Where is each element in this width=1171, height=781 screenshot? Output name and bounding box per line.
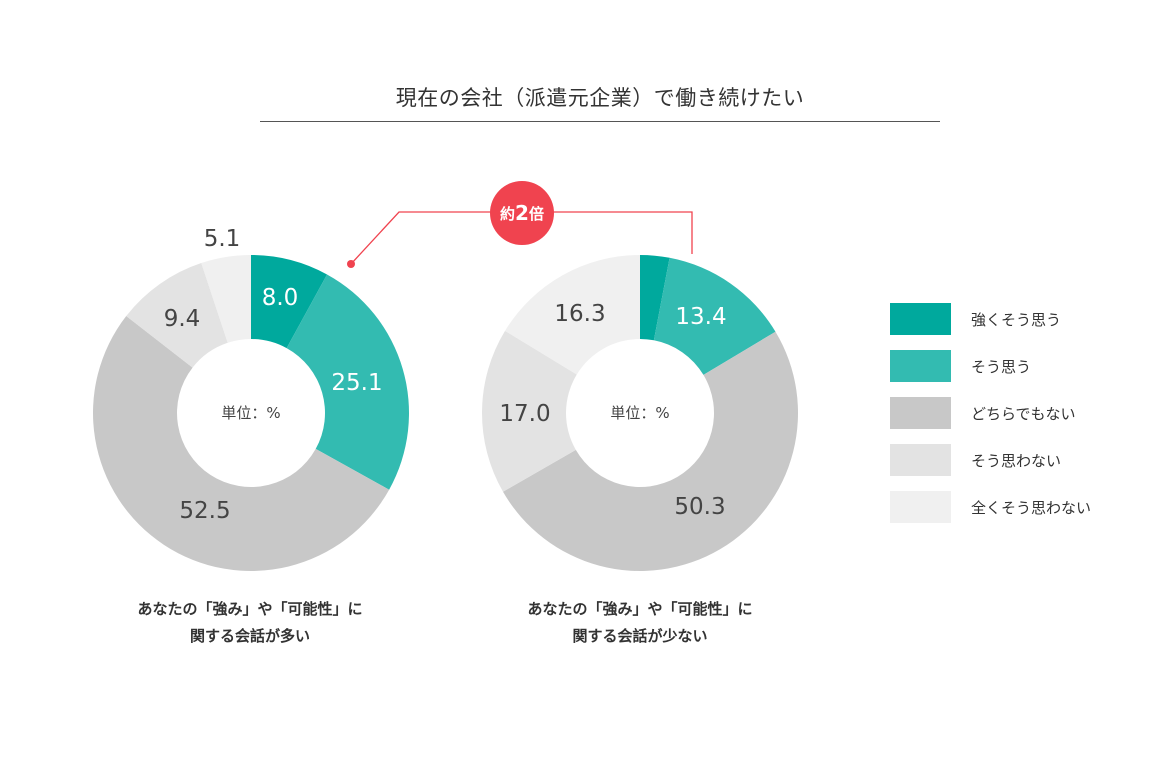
- donut-left-slice-disagree: [126, 263, 228, 368]
- donut-left-slice-agree: [286, 274, 409, 490]
- donut-right-slice-strong-disagree: [505, 255, 640, 375]
- caption-right-line1: あなたの「強み」や「可能性」に: [527, 600, 753, 618]
- legend-swatch-neutral: [890, 397, 951, 429]
- donut-left-center-label: 単位：%: [221, 404, 280, 422]
- donut-right-value-label-strong-disagree: 16.3: [554, 301, 605, 327]
- donut-left-slice-neutral: [93, 316, 390, 571]
- donut-right-slice-neutral: [503, 331, 798, 571]
- legend-item-agree: そう思う: [890, 350, 1031, 382]
- legend-swatch-strong-disagree: [890, 491, 951, 523]
- caption-left-line1: あなたの「強み」や「可能性」に: [137, 600, 363, 618]
- donut-right-slice-strong-agree: [640, 255, 670, 341]
- legend-label-strong-agree: 強くそう思う: [971, 310, 1062, 329]
- donut-left-value-label-disagree: 9.4: [164, 306, 201, 332]
- donut-right-value-label-agree: 13.4: [675, 304, 726, 330]
- donut-left-slice-strong-agree: [251, 255, 328, 349]
- legend-swatch-agree: [890, 350, 951, 382]
- legend-label-neutral: どちらでもない: [971, 404, 1076, 423]
- donut-right-value-label-disagree: 17.0: [499, 401, 550, 427]
- legend-swatch-strong-agree: [890, 303, 951, 335]
- legend-swatch-disagree: [890, 444, 951, 476]
- donut-left-value-label-strong-agree: 8.0: [262, 285, 299, 311]
- donut-left-value-label-neutral: 52.5: [179, 498, 230, 524]
- legend-label-strong-disagree: 全くそう思わない: [971, 498, 1092, 517]
- donut-right-value-label-strong-agree: 3.0: [637, 227, 674, 253]
- chart-title: 現在の会社（派遣元企業）で働き続けたい: [395, 86, 805, 110]
- connector-dot: [347, 260, 355, 268]
- donut-right-slice-disagree: [482, 330, 577, 492]
- caption-right: あなたの「強み」や「可能性」に 関する会話が少ない: [490, 596, 790, 650]
- donut-right-center-label: 単位：%: [610, 404, 669, 422]
- badge-suffix: 倍: [528, 204, 544, 223]
- legend-item-strong-disagree: 全くそう思わない: [890, 491, 1091, 523]
- donut-right-value-label-neutral: 50.3: [674, 494, 725, 520]
- donut-right-slice-agree: [653, 257, 776, 375]
- title-underline: [260, 121, 940, 122]
- legend-item-disagree: そう思わない: [890, 444, 1061, 476]
- legend-label-disagree: そう思わない: [971, 451, 1062, 470]
- legend-item-neutral: どちらでもない: [890, 397, 1076, 429]
- caption-left-line2: 関する会話が多い: [189, 627, 310, 645]
- donut-left-slice-strong-disagree: [201, 255, 251, 343]
- donut-left-value-label-strong-disagree: 5.1: [204, 226, 241, 252]
- donut-left-value-label-agree: 25.1: [331, 370, 382, 396]
- badge-prefix: 約: [500, 204, 516, 223]
- legend-item-strong-agree: 強くそう思う: [890, 303, 1061, 335]
- legend-label-agree: そう思う: [971, 357, 1032, 376]
- caption-left: あなたの「強み」や「可能性」に 関する会話が多い: [100, 596, 400, 650]
- badge-number: 2: [515, 201, 529, 225]
- caption-right-line2: 関する会話が少ない: [572, 627, 708, 645]
